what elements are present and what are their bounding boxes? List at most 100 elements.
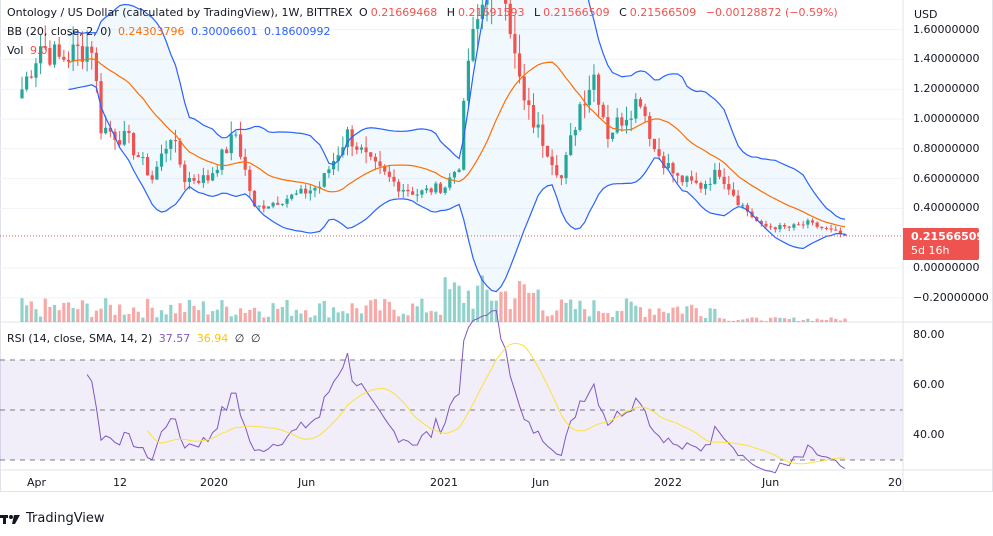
volume-bar xyxy=(397,316,401,322)
volume-bar xyxy=(722,318,726,322)
volume-bar xyxy=(99,308,103,322)
volume-bar xyxy=(759,320,763,322)
candle xyxy=(80,46,85,62)
volume-bar xyxy=(573,309,577,322)
candle xyxy=(480,4,484,20)
volume-bar xyxy=(406,315,410,322)
candle xyxy=(517,53,522,77)
candle xyxy=(336,155,340,161)
candle xyxy=(90,46,94,53)
volume-bar xyxy=(90,316,94,322)
volume-bar xyxy=(662,311,666,322)
candle xyxy=(820,226,824,229)
tradingview-logo[interactable]: TradingView xyxy=(0,511,105,526)
candle xyxy=(601,104,605,118)
candle xyxy=(685,176,689,183)
volume-legend[interactable]: Vol 9.0 xyxy=(7,44,48,57)
volume-bar xyxy=(141,317,145,322)
volume-bar xyxy=(238,308,243,322)
time-tick-label: Apr xyxy=(27,476,47,489)
volume-bar xyxy=(717,317,722,322)
candle xyxy=(257,205,261,207)
volume-bar xyxy=(341,311,345,322)
volume-bar xyxy=(485,289,489,322)
volume-bar xyxy=(215,309,219,322)
candle xyxy=(796,224,801,226)
volume-bar xyxy=(810,320,815,322)
volume-bar xyxy=(66,302,71,322)
chart-canvas[interactable] xyxy=(0,0,993,492)
candle xyxy=(71,44,75,62)
volume-bar xyxy=(127,313,131,322)
volume-bar xyxy=(387,301,391,322)
candle xyxy=(657,149,661,157)
candle xyxy=(769,226,773,228)
bb-legend[interactable]: BB (20, close, 2, 0) 0.24303796 0.300066… xyxy=(7,25,331,38)
candle xyxy=(745,205,749,212)
volume-bar xyxy=(276,308,280,322)
volume-bar xyxy=(71,307,75,322)
time-tick-label: 2020 xyxy=(200,476,228,489)
volume-bar xyxy=(815,318,819,322)
candle xyxy=(550,156,554,166)
candle xyxy=(773,227,777,230)
candle xyxy=(276,202,280,205)
candle xyxy=(792,224,796,228)
candle xyxy=(778,224,782,230)
volume-bar xyxy=(155,317,159,322)
candle xyxy=(62,56,66,60)
candle xyxy=(234,134,238,136)
volume-bar xyxy=(364,305,368,322)
volume-bar xyxy=(569,299,573,322)
candle xyxy=(703,184,708,189)
candle xyxy=(290,194,294,199)
candle xyxy=(132,133,136,156)
candle xyxy=(638,99,643,107)
symbol-title[interactable]: Ontology / US Dollar (calculated by Trad… xyxy=(7,6,353,19)
candle xyxy=(220,149,224,170)
candle xyxy=(341,147,345,156)
volume-bar xyxy=(587,316,591,322)
candle xyxy=(699,182,703,189)
volume-bar xyxy=(271,303,275,322)
price-tick-label: 0.40000000 xyxy=(913,201,980,215)
rsi-legend[interactable]: RSI (14, close, SMA, 14, 2) 37.57 36.94 … xyxy=(7,332,261,345)
volume-bar xyxy=(183,311,187,322)
candle xyxy=(304,188,308,194)
volume-bar xyxy=(522,284,526,322)
candle xyxy=(429,188,433,193)
volume-bar xyxy=(443,277,447,322)
candle xyxy=(136,155,140,158)
candle xyxy=(308,190,312,194)
candle xyxy=(387,171,391,177)
volume-bar xyxy=(624,298,629,322)
candle xyxy=(508,3,512,35)
candle xyxy=(34,63,38,78)
volume-bar xyxy=(285,299,289,322)
candle xyxy=(159,153,164,167)
volume-bar xyxy=(355,308,359,322)
candle xyxy=(504,0,508,4)
candle xyxy=(680,175,684,183)
volume-bar xyxy=(834,318,838,322)
candle xyxy=(624,119,629,126)
candle xyxy=(104,127,108,134)
volume-bar xyxy=(243,312,247,322)
candle xyxy=(810,220,815,223)
volume-bar xyxy=(392,309,396,322)
candle xyxy=(583,104,587,106)
volume-bar xyxy=(731,320,736,322)
volume-bar xyxy=(327,317,331,322)
candle xyxy=(76,44,80,47)
time-tick-label: Jun xyxy=(762,476,780,489)
candle xyxy=(322,173,326,187)
candle xyxy=(634,99,638,119)
volume-bar xyxy=(248,309,252,322)
candle xyxy=(252,190,257,207)
candle xyxy=(545,145,550,157)
volume-bar xyxy=(769,317,773,322)
volume-bar xyxy=(313,315,317,322)
volume-bar xyxy=(578,300,582,322)
volume-bar xyxy=(25,305,29,322)
candle xyxy=(378,161,382,167)
